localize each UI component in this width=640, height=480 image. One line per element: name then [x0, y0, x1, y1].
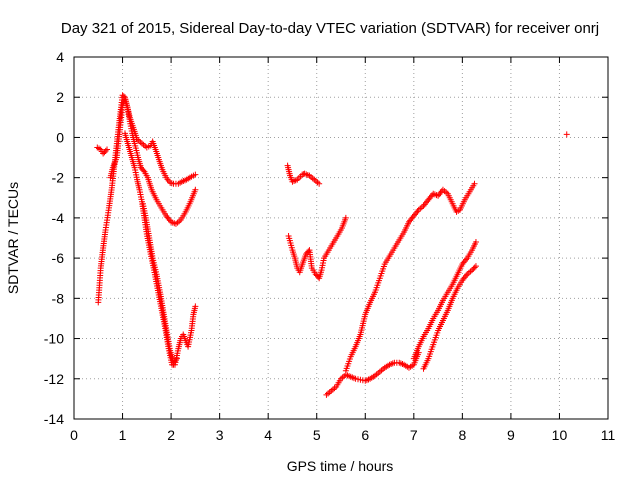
data-points	[94, 92, 570, 398]
y-tick-label: -14	[44, 411, 64, 427]
data-point	[316, 180, 323, 187]
data-point	[172, 357, 179, 364]
x-tick-label: 3	[216, 427, 224, 443]
data-point	[140, 167, 147, 174]
data-point	[342, 214, 349, 221]
data-point	[100, 150, 107, 157]
data-point	[192, 303, 199, 310]
data-point	[472, 239, 479, 246]
x-axis-label: GPS time / hours	[287, 458, 394, 474]
x-axis-ticks: 0 1 2 3 4 5 6 7 8 9 10 11	[70, 57, 615, 443]
data-point	[120, 93, 127, 100]
y-tick-label: -8	[52, 290, 65, 306]
data-point	[472, 263, 479, 270]
data-point	[173, 355, 180, 362]
y-tick-label: -12	[44, 371, 64, 387]
x-tick-label: 0	[70, 427, 78, 443]
x-tick-label: 9	[507, 427, 515, 443]
x-tick-label: 11	[601, 427, 616, 443]
x-tick-label: 4	[264, 427, 272, 443]
x-tick-label: 7	[410, 427, 418, 443]
data-point	[470, 265, 477, 272]
x-tick-label: 8	[458, 427, 466, 443]
y-tick-label: 0	[56, 129, 64, 145]
data-point	[305, 248, 312, 255]
data-point	[469, 267, 476, 274]
x-tick-label: 1	[119, 427, 127, 443]
y-tick-label: -6	[52, 250, 65, 266]
y-tick-label: -10	[44, 331, 64, 347]
y-tick-label: -4	[52, 210, 65, 226]
data-point	[104, 146, 111, 153]
chart-title: Day 321 of 2015, Sidereal Day-to-day VTE…	[61, 20, 599, 37]
data-point	[471, 264, 478, 271]
x-tick-label: 2	[167, 427, 175, 443]
data-point	[192, 186, 199, 193]
data-point	[102, 147, 109, 154]
grid-lines	[74, 57, 608, 419]
y-tick-label: 4	[56, 49, 64, 65]
y-tick-label: 2	[56, 89, 64, 105]
x-tick-label: 6	[361, 427, 369, 443]
data-point	[471, 180, 478, 187]
plot-border	[73, 56, 609, 420]
data-point	[192, 171, 199, 178]
data-point	[563, 131, 570, 138]
y-tick-label: -2	[52, 170, 65, 186]
y-axis-ticks: -14 -12 -10 -8 -6 -4 -2 0 2 4	[44, 49, 608, 427]
data-point	[101, 149, 108, 156]
y-axis-label: SDTVAR / TECUs	[5, 182, 21, 294]
x-tick-label: 5	[313, 427, 321, 443]
x-tick-label: 10	[552, 427, 568, 443]
